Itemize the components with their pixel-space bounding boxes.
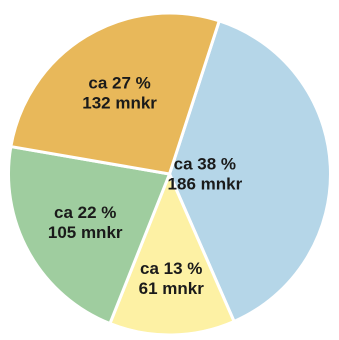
slice-value-label: 61 mnkr [139, 279, 205, 298]
slice-percent-label: ca 27 % [88, 73, 150, 92]
pie-slice-label: ca 38 % 186 mnkr [168, 154, 243, 193]
pie-slice-label: ca 13 % 61 mnkr [139, 259, 205, 298]
slice-percent-label: ca 13 % [140, 259, 202, 278]
pie-slices [7, 11, 332, 337]
pie-slice [7, 145, 171, 326]
slice-percent-label: ca 38 % [174, 154, 236, 173]
slice-percent-label: ca 22 % [54, 203, 116, 222]
pie-slice [168, 19, 332, 323]
pie-slice-label: ca 22 % 105 mnkr [48, 203, 123, 242]
pie-slice [108, 172, 236, 337]
pie-slice [9, 11, 221, 176]
slice-value-label: 105 mnkr [48, 223, 123, 242]
pie-labels: ca 38 % 186 mnkr ca 13 % 61 mnkr ca 22 % 105 … [48, 73, 243, 298]
slice-value-label: 186 mnkr [168, 174, 243, 193]
slice-value-label: 132 mnkr [82, 93, 157, 112]
pie-slice-label: ca 27 % 132 mnkr [82, 73, 157, 112]
